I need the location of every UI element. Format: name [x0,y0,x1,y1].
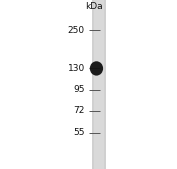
Ellipse shape [90,61,103,76]
Text: 95: 95 [73,85,85,94]
Text: 250: 250 [68,26,85,35]
Text: 130: 130 [68,64,85,73]
Bar [92,0,106,169]
Text: 72: 72 [74,106,85,115]
Bar [94,0,104,169]
Text: kDa: kDa [85,2,103,11]
Text: 55: 55 [73,128,85,137]
